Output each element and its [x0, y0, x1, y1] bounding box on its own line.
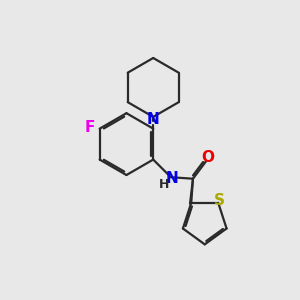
- Text: O: O: [201, 150, 214, 165]
- Text: N: N: [166, 171, 179, 186]
- Text: H: H: [159, 178, 170, 190]
- Text: F: F: [85, 120, 95, 135]
- Text: S: S: [214, 193, 225, 208]
- Text: N: N: [147, 112, 160, 127]
